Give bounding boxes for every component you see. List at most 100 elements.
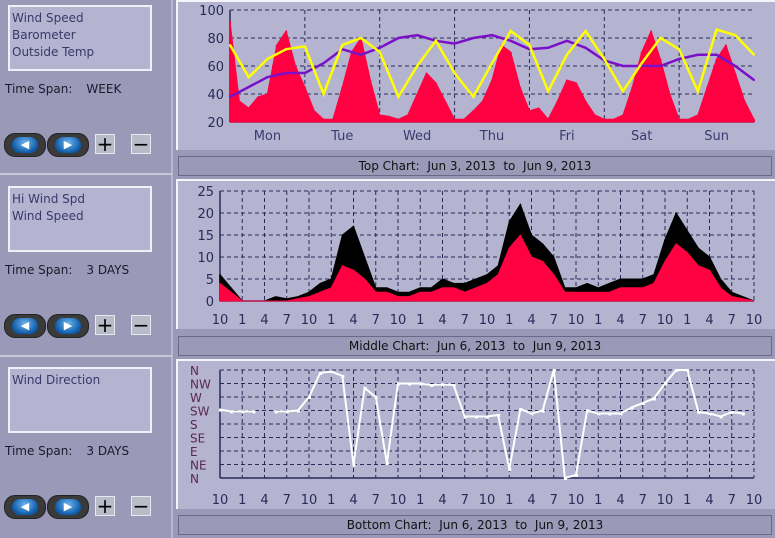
zoom-out-button[interactable]: − bbox=[131, 313, 151, 337]
caption-to: Jun 9, 2013 bbox=[532, 339, 602, 353]
outside-temp-point bbox=[397, 95, 400, 98]
barometer-point bbox=[397, 37, 400, 39]
x-tick-label: 10 bbox=[657, 313, 674, 328]
barometer-point bbox=[303, 72, 306, 74]
x-tick-label: 4 bbox=[705, 493, 713, 508]
x-tick-label: 10 bbox=[568, 313, 585, 328]
outside-temp-point bbox=[491, 62, 493, 65]
x-tick-label: 4 bbox=[705, 313, 713, 328]
top-chart-caption: Top Chart: Jun 3, 2013 to Jun 9, 2013 bbox=[178, 156, 772, 176]
outside-temp-point bbox=[266, 58, 269, 60]
x-tick-label: 7 bbox=[461, 493, 469, 508]
outside-temp-point bbox=[640, 62, 643, 65]
caption-from: Jun 3, 2013 bbox=[427, 159, 496, 173]
x-tick-label: 10 bbox=[301, 313, 318, 328]
x-tick-label: 1 bbox=[327, 493, 335, 508]
x-tick-label: 7 bbox=[550, 313, 558, 328]
x-tick-label: 10 bbox=[657, 493, 674, 508]
x-tick-label: 1 bbox=[505, 313, 513, 328]
legend-item: Wind Speed bbox=[12, 209, 84, 223]
outside-temp-point bbox=[659, 37, 662, 39]
x-tick-label: 10 bbox=[390, 493, 407, 508]
time-span: Time Span: WEEK bbox=[5, 82, 121, 96]
outside-temp-point bbox=[565, 53, 568, 56]
x-tick-label: Thu bbox=[479, 129, 504, 144]
barometer-point bbox=[360, 53, 362, 56]
forward-button[interactable]: ▶ bbox=[47, 495, 89, 519]
time-span-value: WEEK bbox=[86, 82, 122, 96]
forward-button[interactable]: ▶ bbox=[47, 133, 89, 157]
zoom-in-button[interactable]: + bbox=[95, 313, 115, 337]
barometer-point bbox=[322, 62, 325, 65]
y-tick-label: 20 bbox=[207, 116, 224, 131]
outside-temp-point bbox=[603, 58, 606, 60]
panel-divider bbox=[171, 0, 173, 538]
caption-to: Jun 9, 2013 bbox=[523, 159, 592, 173]
y-tick-label: W bbox=[190, 391, 202, 405]
y-tick-label: 0 bbox=[206, 295, 214, 310]
zoom-out-button[interactable]: − bbox=[131, 132, 151, 156]
outside-temp-point bbox=[472, 95, 475, 98]
outside-temp-point bbox=[416, 65, 419, 67]
x-tick-label: 1 bbox=[505, 493, 513, 508]
wind-direction-point bbox=[352, 463, 356, 467]
barometer-point bbox=[378, 46, 381, 49]
y-tick-label: NW bbox=[190, 378, 211, 392]
wind-direction-series bbox=[275, 369, 744, 480]
right-arrow-icon: ▶ bbox=[63, 138, 73, 151]
barometer-point bbox=[266, 76, 269, 79]
outside-temp-point bbox=[696, 90, 699, 93]
y-tick-label: 10 bbox=[197, 251, 214, 266]
section-divider bbox=[0, 355, 172, 357]
wind-direction-point bbox=[741, 412, 745, 416]
x-tick-label: Fri bbox=[559, 129, 575, 144]
legend-item: Wind Speed bbox=[12, 11, 84, 25]
caption-from: Jun 6, 2013 bbox=[439, 518, 508, 532]
caption-to: Jun 9, 2013 bbox=[534, 518, 604, 532]
x-tick-label: 1 bbox=[238, 493, 246, 508]
zoom-in-button[interactable]: + bbox=[95, 494, 115, 518]
x-tick-label: 10 bbox=[212, 493, 229, 508]
outside-temp-point bbox=[547, 90, 550, 93]
time-span: Time Span: 3 DAYS bbox=[5, 263, 129, 277]
y-tick-label: 40 bbox=[207, 88, 224, 103]
x-tick-label: 4 bbox=[438, 313, 446, 328]
y-tick-label: E bbox=[190, 445, 198, 459]
y-tick-label: 20 bbox=[197, 207, 214, 222]
y-tick-label: 100 bbox=[199, 4, 224, 19]
legend-box: Hi Wind Spd Wind Speed bbox=[8, 186, 152, 252]
x-tick-label: 7 bbox=[283, 313, 291, 328]
y-tick-label: N bbox=[190, 364, 199, 378]
time-span-value: 3 DAYS bbox=[86, 263, 130, 277]
barometer-point bbox=[678, 58, 681, 60]
y-tick-label: 80 bbox=[207, 32, 224, 47]
x-tick-label: 10 bbox=[301, 493, 318, 508]
zoom-out-button[interactable]: − bbox=[131, 494, 151, 518]
y-tick-label: SE bbox=[190, 432, 205, 446]
bottom-chart-panel: N NW W SW S SE E NE N 10 1 4 7 10 1 4 7 10 1 4 7 10 1 4 7 10 1 4 7 10… bbox=[176, 359, 775, 509]
back-button[interactable]: ◀ bbox=[4, 495, 46, 519]
back-button[interactable]: ◀ bbox=[4, 133, 46, 157]
legend-item: Outside Temp bbox=[12, 45, 95, 59]
caption-to-word: to bbox=[513, 339, 526, 353]
time-span-value: 3 DAYS bbox=[86, 444, 130, 458]
barometer-point bbox=[491, 34, 493, 37]
middle-chart-caption: Middle Chart: Jun 6, 2013 to Jun 9, 2013 bbox=[178, 336, 772, 356]
x-tick-label: 7 bbox=[639, 313, 647, 328]
outside-temp-point bbox=[341, 44, 344, 46]
x-tick-label: 4 bbox=[349, 493, 357, 508]
barometer-point bbox=[472, 37, 475, 39]
y-tick-label: 25 bbox=[197, 185, 214, 200]
x-tick-label: 1 bbox=[594, 313, 602, 328]
zoom-in-button[interactable]: + bbox=[95, 132, 115, 156]
forward-button[interactable]: ▶ bbox=[47, 314, 89, 338]
x-tick-label: 7 bbox=[461, 313, 469, 328]
x-tick-label: 1 bbox=[327, 313, 335, 328]
back-button[interactable]: ◀ bbox=[4, 314, 46, 338]
barometer-point bbox=[547, 46, 550, 49]
wind-direction-point bbox=[508, 468, 512, 471]
legend-box: Wind Speed Barometer Outside Temp bbox=[8, 5, 152, 71]
outside-temp-point bbox=[715, 28, 718, 31]
